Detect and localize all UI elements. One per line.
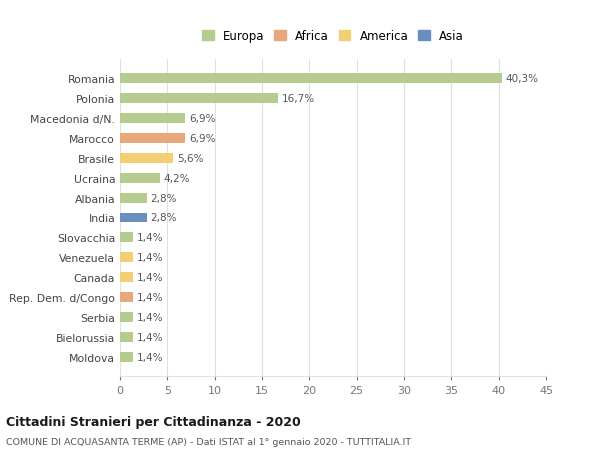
Text: 40,3%: 40,3%: [505, 74, 538, 84]
Text: 1,4%: 1,4%: [137, 312, 164, 322]
Text: 6,9%: 6,9%: [189, 114, 215, 124]
Text: 6,9%: 6,9%: [189, 134, 215, 144]
Legend: Europa, Africa, America, Asia: Europa, Africa, America, Asia: [200, 28, 466, 45]
Text: 5,6%: 5,6%: [177, 153, 203, 163]
Bar: [120, 273, 133, 283]
Text: 1,4%: 1,4%: [137, 233, 164, 243]
Bar: [120, 74, 502, 84]
Bar: [120, 193, 146, 203]
Text: 1,4%: 1,4%: [137, 332, 164, 342]
Text: 16,7%: 16,7%: [282, 94, 315, 104]
Bar: [120, 94, 278, 104]
Bar: [120, 213, 146, 223]
Bar: [120, 114, 185, 124]
Text: 2,8%: 2,8%: [150, 193, 177, 203]
Text: 4,2%: 4,2%: [164, 174, 190, 183]
Text: 2,8%: 2,8%: [150, 213, 177, 223]
Text: 1,4%: 1,4%: [137, 273, 164, 283]
Text: 1,4%: 1,4%: [137, 253, 164, 263]
Bar: [120, 253, 133, 263]
Text: 1,4%: 1,4%: [137, 352, 164, 362]
Bar: [120, 134, 185, 144]
Text: 1,4%: 1,4%: [137, 292, 164, 302]
Bar: [120, 332, 133, 342]
Bar: [120, 312, 133, 322]
Bar: [120, 352, 133, 362]
Bar: [120, 233, 133, 243]
Bar: [120, 153, 173, 163]
Text: COMUNE DI ACQUASANTA TERME (AP) - Dati ISTAT al 1° gennaio 2020 - TUTTITALIA.IT: COMUNE DI ACQUASANTA TERME (AP) - Dati I…: [6, 437, 411, 446]
Bar: [120, 292, 133, 302]
Text: Cittadini Stranieri per Cittadinanza - 2020: Cittadini Stranieri per Cittadinanza - 2…: [6, 415, 301, 428]
Bar: [120, 174, 160, 183]
